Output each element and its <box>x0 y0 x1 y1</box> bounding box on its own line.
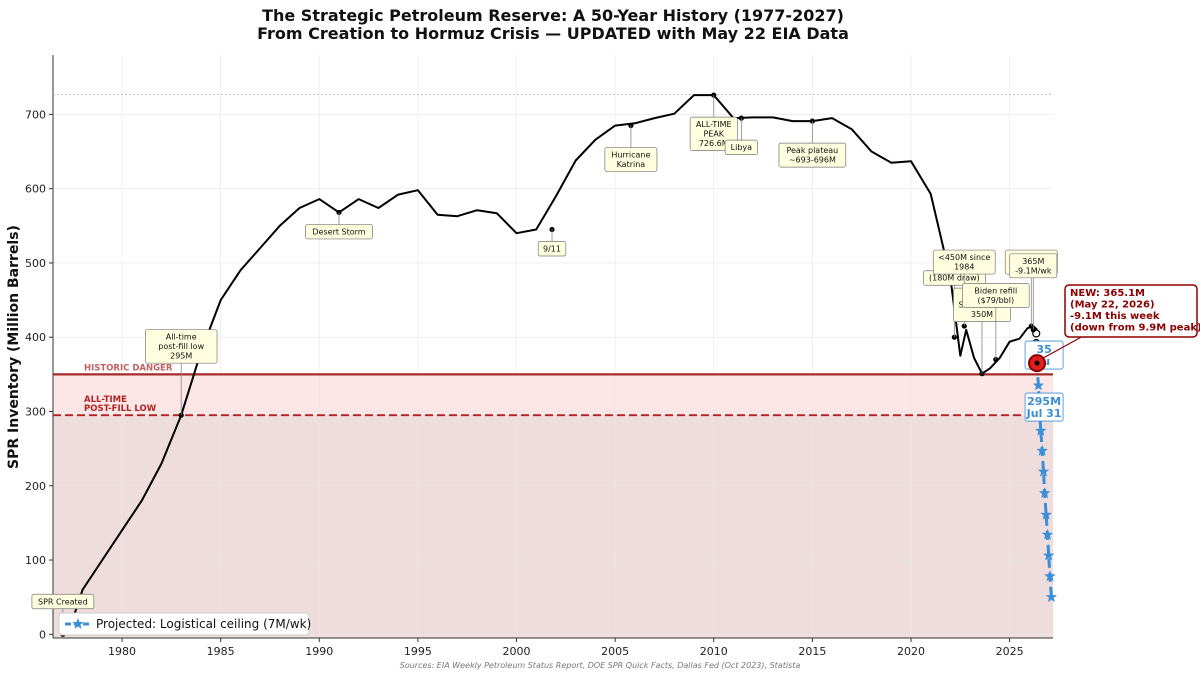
chart-subtitle: From Creation to Hormuz Crisis — UPDATED… <box>257 24 849 43</box>
history-series-line <box>71 94 1038 620</box>
annotation-label: Peak plateau ~693-696M <box>786 146 838 165</box>
x-tick-label: 1980 <box>108 645 136 658</box>
reference-line-label: HISTORIC DANGER <box>84 363 173 373</box>
reference-line-label: ALL-TIME POST-FILL LOW <box>84 395 157 414</box>
source-note: Sources: EIA Weekly Petroleum Status Rep… <box>400 661 801 670</box>
event-annotation: Biden refill ($79/bbl) <box>962 283 1030 360</box>
annotation-label: Desert Storm <box>312 227 365 236</box>
legend-star <box>72 618 84 629</box>
latest-data-center <box>1034 360 1040 366</box>
annotation-label: 365M -9.1M/wk <box>1015 257 1052 276</box>
annotation-box <box>1009 253 1058 279</box>
x-tick-label: 2010 <box>700 645 728 658</box>
projection-point <box>1032 379 1045 391</box>
y-tick-label: 400 <box>25 331 46 344</box>
below-low-band <box>53 415 1053 638</box>
y-tick-label: 700 <box>25 108 46 121</box>
annotation-box <box>932 249 996 275</box>
projection-label: 295M Jul 31 <box>1024 392 1064 422</box>
y-tick-label: 100 <box>25 554 46 567</box>
annotation-box <box>778 142 847 168</box>
event-annotation: All-time post-fill low 295M <box>145 329 218 416</box>
y-tick-label: 500 <box>25 257 46 270</box>
annotation-label: Hurricane Katrina <box>611 151 650 170</box>
event-point <box>336 209 342 216</box>
event-annotation: 365M -9.1M/wk <box>1009 253 1058 330</box>
legend: Projected: Logistical ceiling (7M/wk) <box>58 612 311 636</box>
annotation-label: All-time post-fill low 295M <box>158 333 204 361</box>
annotation-label: 9/11 <box>543 245 561 254</box>
event-annotation: Desert Storm <box>305 212 373 240</box>
event-annotation: Libya <box>724 118 758 155</box>
x-tick-label: 2015 <box>798 645 826 658</box>
x-tick-label: 1990 <box>305 645 333 658</box>
event-annotation: 9/11 <box>537 229 567 257</box>
danger-zone-band <box>53 374 1053 416</box>
annotation-label: ALL-TIME PEAK 726.6M <box>696 120 732 148</box>
projection-point <box>1043 549 1055 561</box>
y-axis-label: SPR Inventory (Million Barrels) <box>6 225 22 469</box>
y-tick-label: 0 <box>39 628 46 641</box>
projection-label-text: 295M Jul 31 <box>1026 395 1062 420</box>
projection-point <box>1044 570 1056 582</box>
annotation-box <box>145 329 218 364</box>
projection-point <box>1035 424 1047 436</box>
annotation-box <box>724 139 758 155</box>
y-tick-label: 200 <box>25 480 46 493</box>
annotation-box <box>537 241 567 257</box>
x-tick-label: 2005 <box>601 645 629 658</box>
annotation-box <box>962 283 1030 308</box>
projection-label-box <box>1024 392 1064 422</box>
y-tick-label: 300 <box>25 405 46 418</box>
plot-background: 1980 1985 1990 1995 2000 2005 2010 2015 2020 2025… <box>25 55 1053 658</box>
projection-point <box>1037 465 1050 477</box>
callout-connector <box>1042 334 1086 359</box>
x-tick-label: 2000 <box>503 645 531 658</box>
projection-point <box>1036 444 1048 456</box>
x-tick-label: 1995 <box>404 645 432 658</box>
event-annotation: Hurricane Katrina <box>604 125 658 172</box>
x-tick-label: 1985 <box>207 645 235 658</box>
annotation-box <box>31 593 95 610</box>
projection-point <box>1045 591 1058 602</box>
callout-box <box>1064 284 1198 338</box>
annotation-box <box>604 147 658 172</box>
y-tick-label: 600 <box>25 183 46 196</box>
projection-point <box>1041 528 1054 540</box>
annotation-label: Biden refill ($79/bbl) <box>974 286 1017 305</box>
x-tick-label: 2025 <box>996 645 1024 658</box>
projection-point <box>1039 487 1051 498</box>
annotation-box <box>305 224 373 240</box>
annotation-label: SPR Created <box>38 597 88 606</box>
annotation-label: (180M draw) <box>929 274 980 283</box>
legend-box <box>58 612 310 636</box>
legend-entry: Projected: Logistical ceiling (7M/wk) <box>96 617 311 631</box>
callout-text: NEW: 365.1M (May 22, 2026) -9.1M this week… <box>1070 288 1200 334</box>
x-tick-label: 2020 <box>897 645 925 658</box>
projection-point <box>1040 508 1052 520</box>
annotation-label: Libya <box>731 143 752 152</box>
event-annotation: Peak plateau ~693-696M <box>778 121 847 168</box>
annotation-label: <450M since 1984 <box>938 253 990 272</box>
chart-title: The Strategic Petroleum Reserve: A 50-Ye… <box>262 6 844 25</box>
